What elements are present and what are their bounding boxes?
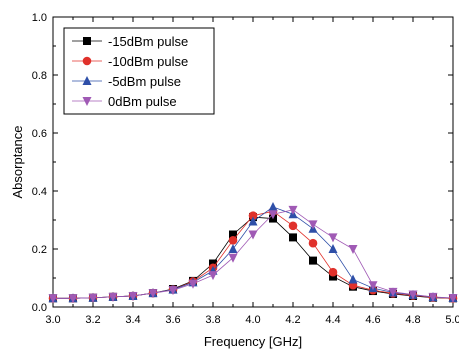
y-tick-label: 0.2 xyxy=(32,244,47,256)
data-point xyxy=(408,290,418,300)
x-tick-label: 3.0 xyxy=(45,314,60,326)
legend-label: -5dBm pulse xyxy=(108,74,181,89)
data-point xyxy=(328,244,338,253)
legend-label: -15dBm pulse xyxy=(108,34,188,49)
data-point xyxy=(268,201,278,211)
y-tick-label: 0.6 xyxy=(32,128,47,140)
axis-ticks: 3.0 3.2 3.4 3.6 3.8 4.0 4.2 4.4 4.6 4.8 5.0 0.0 0.2 0… xyxy=(32,12,459,326)
data-point xyxy=(48,294,58,304)
data-point xyxy=(309,256,317,265)
legend-item: -5dBm pulse xyxy=(72,74,181,89)
data-point xyxy=(289,233,297,242)
series-line xyxy=(53,216,454,299)
data-point xyxy=(328,267,338,277)
data-point xyxy=(288,205,298,215)
legend-marker xyxy=(83,37,91,45)
data-point xyxy=(268,210,278,220)
legend-item: 0dBm pulse xyxy=(72,94,177,109)
x-tick-label: 4.4 xyxy=(325,314,340,326)
data-point xyxy=(368,281,378,291)
legend-label: 0dBm pulse xyxy=(108,94,177,109)
data-point xyxy=(88,293,98,303)
data-point xyxy=(308,238,318,248)
data-point xyxy=(288,221,298,231)
data-point xyxy=(208,271,218,281)
data-point xyxy=(388,287,398,297)
data-point xyxy=(428,292,438,302)
x-tick-label: 3.4 xyxy=(125,314,140,326)
data-point xyxy=(228,253,238,263)
y-tick-label: 1.0 xyxy=(32,12,47,24)
x-axis-title: Frequency [GHz] xyxy=(204,334,302,349)
data-point xyxy=(308,220,318,230)
x-tick-label: 4.2 xyxy=(285,314,300,326)
data-point xyxy=(329,272,337,281)
data-point xyxy=(229,230,237,239)
data-point xyxy=(228,236,238,245)
data-point xyxy=(248,211,258,220)
series-layer xyxy=(48,201,458,304)
x-tick-label: 4.0 xyxy=(245,314,260,326)
legend: -15dBm pulse -10dBm pulse -5dBm pulse 0dBm … xyxy=(63,27,215,115)
series-4 xyxy=(48,205,458,304)
x-tick-label: 3.2 xyxy=(85,314,100,326)
legend-item: -10dBm pulse xyxy=(72,54,188,69)
x-tick-label: 4.8 xyxy=(405,314,420,326)
y-axis-title: Absorptance xyxy=(10,126,25,199)
x-tick-label: 3.8 xyxy=(205,314,220,326)
legend-marker xyxy=(82,76,92,85)
legend-label: -10dBm pulse xyxy=(108,54,188,69)
data-point xyxy=(128,291,138,301)
data-point xyxy=(248,230,258,240)
data-point xyxy=(348,274,358,284)
data-point xyxy=(68,294,78,304)
data-point xyxy=(448,294,458,304)
x-tick-label: 3.6 xyxy=(165,314,180,326)
data-point xyxy=(248,216,258,226)
data-point xyxy=(228,244,238,253)
data-point xyxy=(168,286,178,296)
data-point xyxy=(348,245,358,254)
data-point xyxy=(108,292,118,302)
data-point xyxy=(148,289,158,299)
y-tick-label: 0.0 xyxy=(32,302,47,314)
data-point xyxy=(328,233,338,243)
x-tick-label: 4.6 xyxy=(365,314,380,326)
y-tick-label: 0.4 xyxy=(32,186,47,198)
x-tick-label: 5.0 xyxy=(445,314,459,326)
legend-marker xyxy=(82,56,92,66)
data-point xyxy=(188,279,198,289)
legend-item: -15dBm pulse xyxy=(72,34,188,49)
data-point xyxy=(209,259,217,268)
series-3 xyxy=(48,201,458,303)
y-tick-label: 0.8 xyxy=(32,70,47,82)
legend-marker xyxy=(82,97,92,106)
